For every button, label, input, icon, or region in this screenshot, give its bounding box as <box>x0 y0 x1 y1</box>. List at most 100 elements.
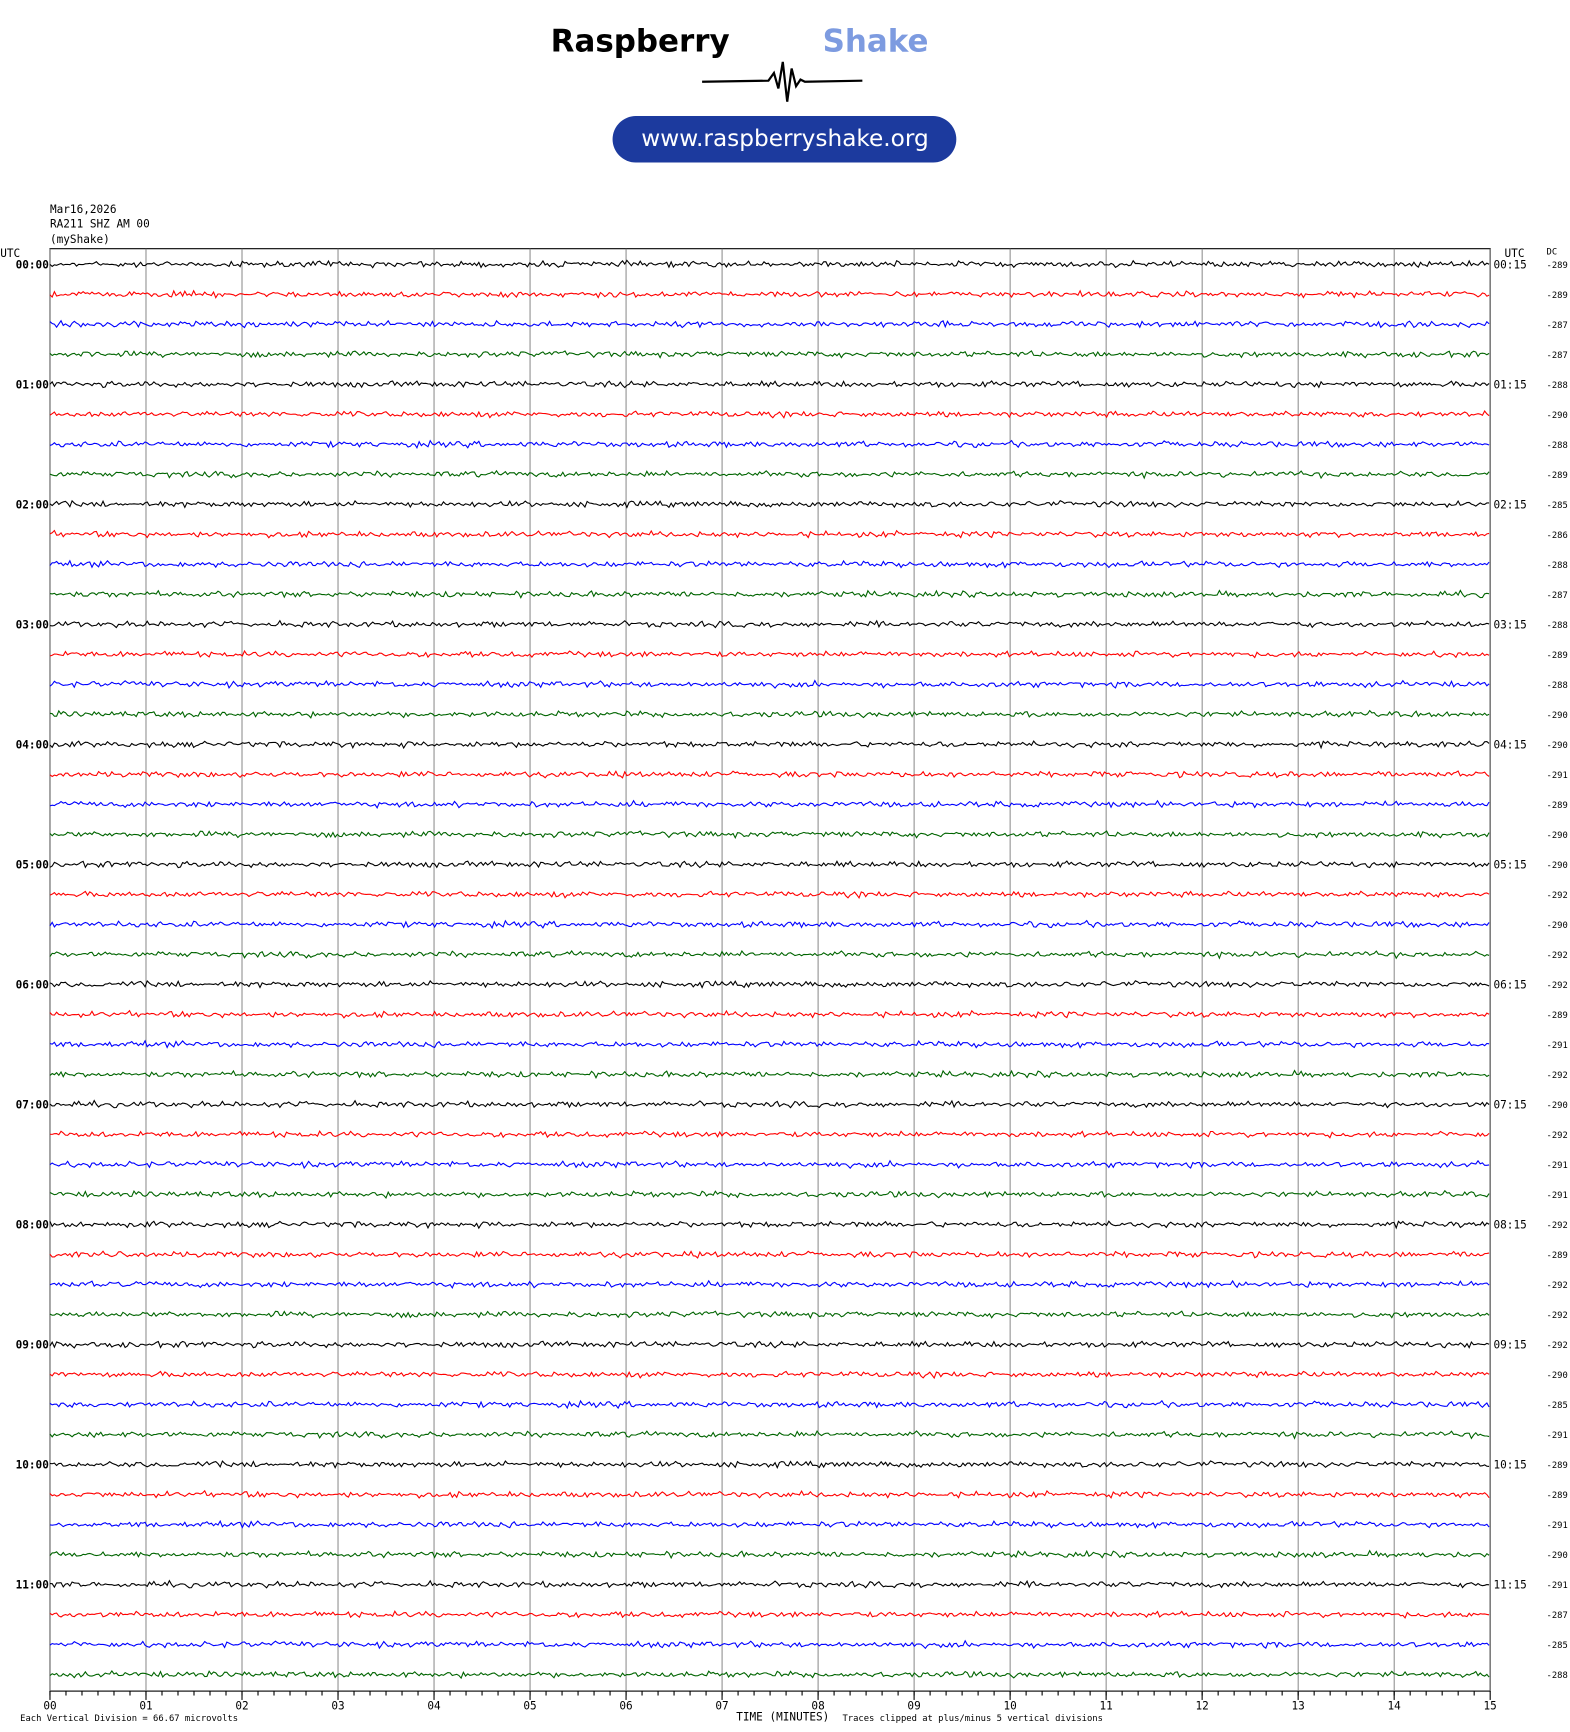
trace <box>49 1460 1490 1469</box>
left-time-label: 10:00 <box>16 1459 49 1472</box>
left-time-label: 08:00 <box>16 1219 49 1232</box>
right-time-label: 08:15 <box>1493 1219 1526 1232</box>
trace <box>49 589 1490 599</box>
dc-value: -286 <box>1547 531 1568 541</box>
dc-value: -292 <box>1547 1341 1568 1351</box>
dc-value: -292 <box>1547 1221 1568 1231</box>
trace <box>49 380 1490 389</box>
dc-value: -291 <box>1547 1581 1568 1591</box>
dc-value: -288 <box>1547 561 1568 571</box>
trace <box>49 289 1490 299</box>
clip-note: Traces clipped at plus/minus 5 vertical … <box>842 1714 1102 1724</box>
dc-value: -291 <box>1547 1431 1568 1441</box>
trace <box>49 1310 1490 1320</box>
dc-value: -290 <box>1547 831 1568 841</box>
dc-value: -291 <box>1547 1191 1568 1201</box>
trace <box>49 1489 1490 1499</box>
dc-value: -291 <box>1547 1161 1568 1171</box>
dc-value: -287 <box>1547 591 1568 601</box>
x-tick-label: 13 <box>1291 1700 1304 1713</box>
trace <box>49 1099 1490 1109</box>
plot-frame <box>49 248 1491 1692</box>
trace <box>49 1340 1490 1349</box>
trace <box>49 469 1490 480</box>
dc-value: -289 <box>1547 1251 1568 1261</box>
dc-value: -288 <box>1547 681 1568 691</box>
left-time-label: 01:00 <box>16 378 49 391</box>
left-time-label: 06:00 <box>16 978 49 991</box>
trace <box>49 1549 1490 1560</box>
dc-value: -289 <box>1547 1011 1568 1021</box>
dc-value: -292 <box>1547 981 1568 991</box>
left-axis-title: UTC <box>0 247 20 260</box>
trace <box>49 1370 1490 1380</box>
trace <box>49 410 1490 419</box>
right-time-label: 04:15 <box>1493 738 1526 751</box>
dc-value: -289 <box>1547 471 1568 481</box>
right-time-label: 07:15 <box>1493 1098 1526 1111</box>
left-time-label: 05:00 <box>16 858 49 871</box>
right-time-label: 03:15 <box>1493 618 1526 631</box>
left-time-label: 04:00 <box>16 738 49 751</box>
x-tick-label: 12 <box>1195 1700 1208 1713</box>
x-tick-label: 15 <box>1484 1700 1497 1713</box>
left-time-label: 07:00 <box>16 1098 49 1111</box>
trace <box>49 1639 1490 1650</box>
dc-value: -290 <box>1547 741 1568 751</box>
url: www.raspberryshake.org <box>641 125 929 152</box>
dc-title: DC <box>1547 248 1558 258</box>
dc-value: -292 <box>1547 951 1568 961</box>
dc-value: -291 <box>1547 1521 1568 1531</box>
dc-value: -289 <box>1547 1491 1568 1501</box>
dc-value: -290 <box>1547 711 1568 721</box>
trace <box>49 979 1490 989</box>
trace <box>49 1430 1490 1440</box>
trace <box>49 860 1490 869</box>
dc-value: -290 <box>1547 1551 1568 1561</box>
trace <box>49 1279 1490 1290</box>
dc-value: -285 <box>1547 501 1568 511</box>
trace <box>49 919 1490 930</box>
trace <box>49 949 1490 960</box>
trace <box>49 799 1490 810</box>
dc-value: -292 <box>1547 891 1568 901</box>
trace <box>49 1130 1490 1139</box>
brand-right: Shake <box>823 24 929 60</box>
trace <box>49 1519 1490 1529</box>
left-time-label: 11:00 <box>16 1579 49 1592</box>
dc-value: -290 <box>1547 1371 1568 1381</box>
left-time-label: 02:00 <box>16 498 49 511</box>
dc-value: -292 <box>1547 1071 1568 1081</box>
scale-note: Each Vertical Division = 66.67 microvolt… <box>20 1714 238 1724</box>
trace <box>49 559 1490 569</box>
trace <box>49 529 1490 539</box>
trace <box>49 1670 1490 1680</box>
x-tick-label: 05 <box>523 1700 536 1713</box>
right-time-label: 11:15 <box>1493 1579 1526 1592</box>
station: RA211 SHZ AM 00 <box>50 217 150 230</box>
trace <box>49 1250 1490 1259</box>
dc-value: -288 <box>1547 441 1568 451</box>
dc-value: -289 <box>1547 1461 1568 1471</box>
dc-value: -291 <box>1547 1041 1568 1051</box>
left-time-label: 00:00 <box>16 258 49 271</box>
x-tick-label: 07 <box>715 1700 728 1713</box>
trace <box>49 1220 1490 1230</box>
dc-value: -290 <box>1547 861 1568 871</box>
date: Mar16,2026 <box>50 203 117 216</box>
trace <box>49 1579 1490 1589</box>
left-time-label: 03:00 <box>16 618 49 631</box>
trace <box>49 679 1490 689</box>
dc-value: -289 <box>1547 651 1568 661</box>
trace <box>49 770 1490 779</box>
dc-value: -285 <box>1547 1641 1568 1651</box>
x-tick-label: 14 <box>1388 1700 1402 1713</box>
right-axis-title: UTC <box>1505 247 1525 260</box>
x-tick-label: 10 <box>1003 1700 1016 1713</box>
trace <box>49 830 1490 839</box>
x-axis-label: TIME (MINUTES) <box>736 1711 829 1724</box>
trace <box>49 259 1490 269</box>
trace <box>49 319 1490 329</box>
trace <box>49 740 1490 750</box>
dc-value: -290 <box>1547 1101 1568 1111</box>
